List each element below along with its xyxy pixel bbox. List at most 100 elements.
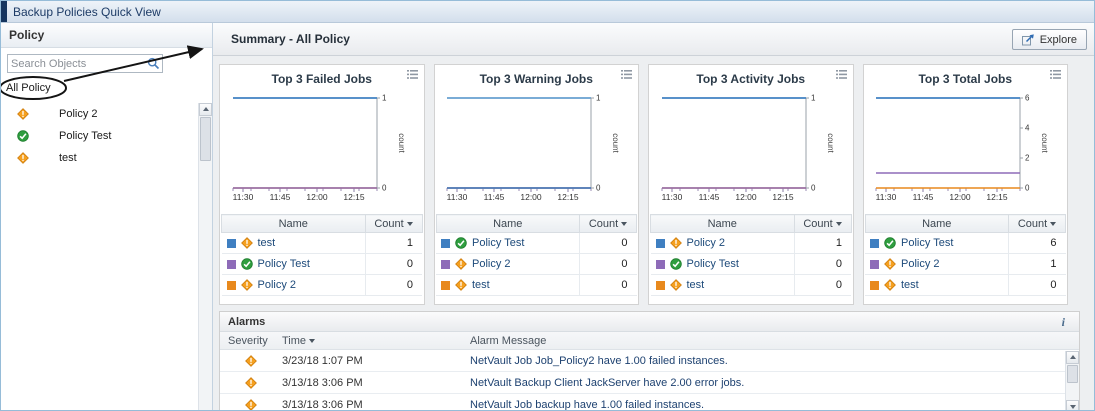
column-name[interactable]: Name — [650, 214, 795, 233]
svg-text:12:15: 12:15 — [772, 192, 794, 202]
alarms-rows: 3/23/18 1:07 PM NetVault Job Job_Policy2… — [220, 350, 1079, 410]
series-count: 0 — [793, 253, 851, 275]
series-color-marker — [441, 259, 450, 269]
chart-legend-table: Name Count Policy Test 0 Policy 2 0 — [435, 214, 637, 296]
chart-table-row-policy-2[interactable]: Policy 2 0 — [436, 253, 637, 275]
scroll-thumb[interactable] — [1067, 365, 1078, 383]
warning-icon — [884, 279, 896, 291]
alarm-message: NetVault Job backup have 1.00 failed ins… — [470, 398, 705, 411]
sort-desc-icon — [309, 339, 316, 344]
series-count: 1 — [1008, 253, 1066, 275]
warning-icon — [455, 279, 467, 291]
svg-text:12:00: 12:00 — [735, 192, 757, 202]
column-count[interactable]: Count — [1008, 214, 1066, 233]
column-count[interactable]: Count — [364, 214, 423, 233]
chart-customizer-icon — [621, 70, 632, 79]
series-count: 1 — [364, 232, 422, 254]
chart-table-row-policy-2[interactable]: Policy 2 1 — [865, 253, 1066, 275]
window-titlebar: Backup Policies Quick View — [1, 1, 1094, 23]
chart-table-row-policy-test[interactable]: Policy Test 0 — [650, 253, 851, 275]
chart-table-row-policy-test[interactable]: Policy Test 0 — [221, 253, 422, 275]
tree-item-policy-2[interactable]: Policy 2 — [1, 103, 212, 125]
warning-icon — [884, 258, 896, 270]
series-color-marker — [441, 238, 450, 248]
chart-options-button[interactable] — [621, 70, 632, 79]
svg-text:12:00: 12:00 — [521, 192, 543, 202]
column-count[interactable]: Count — [793, 214, 852, 233]
tree-item-label: Policy Test — [59, 130, 112, 142]
svg-text:11:45: 11:45 — [698, 192, 719, 202]
series-color-marker — [226, 259, 236, 269]
alarm-row[interactable]: 3/13/18 3:06 PM NetVault Backup Client J… — [220, 372, 1079, 394]
column-name[interactable]: Name — [435, 214, 580, 233]
column-count[interactable]: Count — [579, 214, 637, 233]
svg-text:11:45: 11:45 — [913, 192, 934, 202]
page-title: Summary - All Policy — [231, 32, 350, 46]
chart-options-button[interactable] — [406, 70, 418, 79]
alarm-severity — [220, 398, 282, 410]
chart-table-row-policy-2[interactable]: Policy 2 1 — [650, 232, 851, 254]
sort-desc-icon — [406, 221, 413, 226]
tree-item-policy-test[interactable]: Policy Test — [1, 125, 212, 147]
series-color-marker — [226, 280, 236, 290]
search-box[interactable] — [7, 54, 163, 73]
warning-icon — [455, 258, 467, 270]
chart-options-button[interactable] — [1050, 70, 1061, 79]
svg-text:0: 0 — [596, 184, 601, 193]
svg-text:count: count — [826, 133, 835, 153]
alarms-scrollbar[interactable] — [1065, 351, 1079, 410]
svg-text:12:15: 12:15 — [987, 192, 1009, 202]
chart-customizer-icon — [1050, 70, 1061, 79]
warning-icon — [245, 398, 257, 410]
chart-table-row-policy-test[interactable]: Policy Test 0 — [436, 232, 637, 254]
svg-text:11:30: 11:30 — [447, 192, 468, 202]
svg-text:0: 0 — [811, 184, 816, 193]
column-alarm-message[interactable]: Alarm Message — [470, 335, 547, 347]
alarms-column-headers: Severity Time Alarm Message — [220, 332, 1079, 350]
chart-title: Top 3 Warning Jobs — [479, 72, 593, 86]
tree-item-test[interactable]: test — [1, 147, 212, 169]
explore-button[interactable]: Explore — [1011, 29, 1087, 50]
svg-text:11:30: 11:30 — [876, 192, 897, 202]
chart-table-row-test[interactable]: test 0 — [865, 274, 1066, 296]
column-severity[interactable]: Severity — [228, 335, 268, 347]
scroll-thumb[interactable] — [200, 117, 211, 161]
sidebar-scrollbar[interactable] — [198, 103, 212, 410]
alarm-row[interactable]: 3/13/18 3:06 PM NetVault Job backup have… — [220, 394, 1079, 410]
search-input[interactable] — [11, 56, 141, 71]
chart-table-header-row: Name Count — [435, 214, 637, 233]
series-color-marker — [655, 238, 665, 248]
svg-text:12:00: 12:00 — [306, 192, 328, 202]
series-name: Policy Test — [472, 237, 525, 249]
chart-plot: 11:30 11:45 12:00 12:15 0 1 count — [446, 94, 620, 202]
series-name: test — [686, 279, 705, 291]
svg-text:0: 0 — [382, 184, 387, 193]
svg-text:11:45: 11:45 — [484, 192, 505, 202]
chart-table-header-row: Name Count — [864, 214, 1066, 233]
svg-text:1: 1 — [382, 94, 387, 103]
column-name[interactable]: Name — [864, 214, 1009, 233]
chart-card-top-3-activity-jobs: Top 3 Activity Jobs 11:30 11:45 12:00 12:15… — [648, 64, 854, 305]
alarm-row[interactable]: 3/23/18 1:07 PM NetVault Job Job_Policy2… — [220, 350, 1079, 372]
chart-table-row-test[interactable]: test 0 — [650, 274, 851, 296]
svg-text:1: 1 — [596, 94, 601, 103]
info-icon[interactable]: i — [1061, 315, 1065, 329]
series-name: test — [901, 279, 919, 291]
scroll-up-button[interactable] — [1066, 351, 1079, 364]
column-time[interactable]: Time — [282, 332, 470, 349]
sort-desc-icon — [835, 221, 842, 226]
series-color-marker — [441, 280, 450, 290]
series-name: Policy Test — [686, 258, 739, 270]
svg-text:6: 6 — [1025, 94, 1030, 103]
chart-table-row-policy-test[interactable]: Policy Test 6 — [865, 232, 1066, 254]
chart-table-row-test[interactable]: test 0 — [436, 274, 637, 296]
scroll-down-button[interactable] — [1066, 400, 1079, 410]
chart-table-row-policy-2[interactable]: Policy 2 0 — [221, 274, 422, 296]
column-name[interactable]: Name — [221, 214, 366, 233]
tree-item-all-policy[interactable]: All Policy — [6, 82, 51, 94]
scroll-up-button[interactable] — [199, 103, 212, 116]
chart-table-row-test[interactable]: test 1 — [221, 232, 422, 254]
search-icon[interactable] — [147, 57, 160, 75]
chart-options-button[interactable] — [835, 70, 847, 79]
warning-icon — [669, 279, 682, 291]
